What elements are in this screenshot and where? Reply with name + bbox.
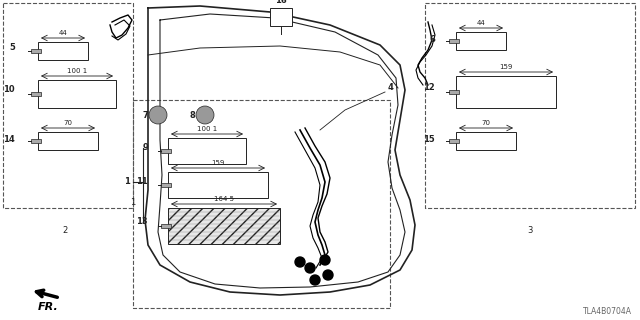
Bar [425,3,635,208]
Text: FR.: FR. [38,302,58,312]
Bar [31,49,41,53]
Text: 159: 159 [499,64,513,70]
Circle shape [149,106,167,124]
Text: 70: 70 [63,120,72,126]
Bar [168,172,268,198]
Text: 1: 1 [124,178,130,187]
Text: 15: 15 [423,135,435,145]
Bar [38,132,98,150]
Bar [449,90,459,94]
Text: 9: 9 [142,143,148,153]
Text: 159: 159 [211,160,225,166]
Circle shape [295,257,305,267]
Text: 14: 14 [3,135,15,145]
Bar [31,92,41,96]
Text: 70: 70 [481,120,490,126]
Text: 100 1: 100 1 [197,126,217,132]
Circle shape [196,106,214,124]
Text: 164 5: 164 5 [214,196,234,202]
Text: 1: 1 [131,198,136,207]
Text: 8: 8 [189,110,195,119]
Circle shape [323,270,333,280]
Text: 44: 44 [59,30,67,36]
Text: 13: 13 [136,218,148,227]
Bar [456,32,506,50]
Bar [270,8,292,26]
Text: 2: 2 [62,226,68,235]
Text: 12: 12 [423,84,435,92]
Bar [133,100,390,308]
Bar [161,148,171,153]
Bar [3,3,133,208]
Bar [38,80,116,108]
Bar [449,39,459,44]
Text: 11: 11 [136,178,148,187]
Text: TLA4B0704A: TLA4B0704A [583,307,632,316]
Text: 16: 16 [275,0,287,5]
Bar [168,208,280,244]
Bar [161,224,171,228]
Text: 7: 7 [142,110,148,119]
Text: 3: 3 [527,226,532,235]
Text: 44: 44 [477,20,485,26]
Text: 6: 6 [429,36,435,44]
Bar [449,139,459,143]
Text: 5: 5 [9,44,15,52]
Bar [31,139,41,143]
Bar [168,138,246,164]
Circle shape [310,275,320,285]
Bar [456,76,556,108]
Text: 100 1: 100 1 [67,68,87,74]
Circle shape [320,255,330,265]
Text: 4: 4 [388,84,394,92]
Bar [38,42,88,60]
Circle shape [305,263,315,273]
Text: 10: 10 [3,85,15,94]
Bar [456,132,516,150]
Bar [161,183,171,188]
